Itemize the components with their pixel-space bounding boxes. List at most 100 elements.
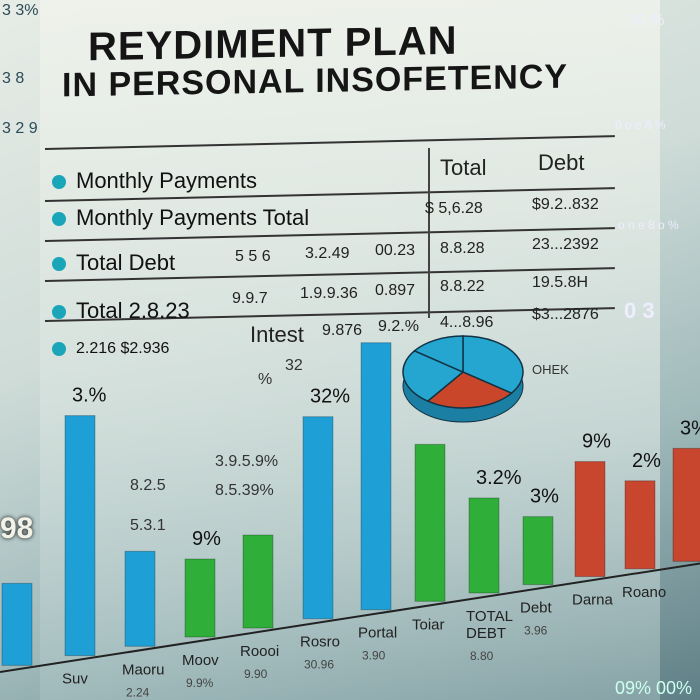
table-row: Monthly Payments Total xyxy=(52,205,309,231)
table-row: 2.216 $2.936 xyxy=(52,340,169,358)
row-label: Monthly Payments xyxy=(76,168,257,193)
row-label: Monthly Payments Total xyxy=(76,205,310,230)
bullet-icon xyxy=(52,305,66,320)
category-label: Toiar xyxy=(412,616,445,633)
bullet-icon xyxy=(52,257,66,272)
bar xyxy=(414,443,446,602)
sub-label: 2.24 xyxy=(126,685,150,699)
table-cell: 5 5 6 xyxy=(235,248,271,265)
category-label-line: Suv xyxy=(62,671,88,688)
table-cell: 3.2.49 xyxy=(305,245,350,262)
bar xyxy=(624,480,656,570)
table-cell: 8.8.28 xyxy=(440,240,485,257)
table-cell: 00.23 xyxy=(375,242,416,259)
side-text: 3 3% xyxy=(2,2,39,19)
bar xyxy=(672,447,700,562)
category-label-line: Darna xyxy=(572,592,614,609)
category-label-line: TOTAL xyxy=(466,608,513,625)
data-label: 2% xyxy=(632,450,661,472)
side-text: o n e 8 o % xyxy=(618,218,679,232)
bar xyxy=(522,516,554,586)
category-label-line: Debt xyxy=(520,600,553,617)
bar xyxy=(468,497,500,594)
side-text: 0 3 xyxy=(624,298,655,323)
table-cell: 9.9.7 xyxy=(232,290,268,307)
bar xyxy=(184,558,216,638)
category-label: Rosro xyxy=(300,634,340,651)
table-row: Monthly Payments xyxy=(52,168,257,194)
category-label: Suv xyxy=(62,671,88,688)
category-label: Portal xyxy=(358,625,397,642)
bar xyxy=(242,534,274,629)
pie-slice xyxy=(462,335,524,395)
pie-slice xyxy=(402,349,465,402)
table-row: Total 2.8.23 xyxy=(52,298,190,324)
category-label-line: Roooi xyxy=(240,643,279,660)
category-label-line: Moov xyxy=(182,652,219,669)
side-text: 0 o e 8 % xyxy=(615,118,666,132)
category-label-line: Maoru xyxy=(122,661,165,678)
bar xyxy=(64,415,96,657)
row-label: 2.216 $2.936 xyxy=(76,340,170,357)
annotation: % xyxy=(258,371,272,388)
table-cell: 19.5.8H xyxy=(532,274,589,291)
category-label: TOTAL DEBT xyxy=(466,608,513,642)
annotation: 8.5.39% xyxy=(215,482,274,499)
side-text: 98 xyxy=(0,512,34,545)
table-cell: 9.2.% xyxy=(378,318,419,335)
sub-label: 3.96 xyxy=(524,624,548,638)
row-label: Total Debt xyxy=(76,250,176,275)
table-cell: 4...8.96 xyxy=(440,314,494,331)
table-cell: $ 5,6.28 xyxy=(425,200,483,217)
data-label: 3% xyxy=(530,486,559,508)
table-cell: $3...2876 xyxy=(532,306,599,323)
annotation: 3.9.5.9% xyxy=(215,453,278,470)
sub-label: 9.90 xyxy=(244,667,268,681)
table-column-divider xyxy=(428,148,430,318)
category-label-line: Rosro xyxy=(300,634,340,651)
sub-label: 30.96 xyxy=(304,658,334,672)
category-label: Roano xyxy=(622,584,666,601)
category-label: Roooi xyxy=(240,643,279,660)
header-debt: Debt xyxy=(538,150,585,175)
side-text: 3 8 xyxy=(2,70,25,87)
sub-label: 3.90 xyxy=(362,649,386,663)
category-label-line: Roano xyxy=(622,584,666,601)
table-cell: 8.8.22 xyxy=(440,278,485,295)
category-label-line: Toiar xyxy=(412,616,445,633)
table-cell: 9.876 xyxy=(322,322,363,339)
sub-label: 9.9% xyxy=(186,676,214,690)
data-label: 3.% xyxy=(72,385,107,407)
data-label: 3% xyxy=(680,417,700,439)
data-label: 9% xyxy=(582,431,611,453)
category-label-line: DEBT xyxy=(466,625,506,642)
bar xyxy=(574,461,606,578)
header-total: Total xyxy=(440,155,487,180)
category-label: Darna xyxy=(572,592,614,609)
table-cell: 23...2392 xyxy=(532,236,599,253)
bar xyxy=(360,342,392,611)
pie-slice xyxy=(426,371,513,409)
bar xyxy=(302,416,334,620)
category-label-line: Portal xyxy=(358,625,397,642)
table-cell: $9.2..832 xyxy=(532,196,599,213)
x-axis-line xyxy=(0,562,700,673)
bullet-icon xyxy=(52,212,66,227)
side-text: 09% 00% xyxy=(615,678,693,698)
table-cell: 0.897 xyxy=(375,282,416,299)
row-label: Total 2.8.23 xyxy=(76,298,190,323)
category-label: Moov xyxy=(182,652,219,669)
side-text: 3 2 9 xyxy=(2,120,38,137)
table-cell: 1.9.9.36 xyxy=(300,285,358,302)
bullet-icon xyxy=(52,341,66,356)
pie-slice xyxy=(413,335,464,374)
sub-label: 8.80 xyxy=(470,649,494,663)
side-text: OHEK xyxy=(532,362,569,377)
side-text: 30 % xyxy=(628,12,665,29)
bullet-icon xyxy=(52,175,66,190)
category-label: Maoru xyxy=(122,661,165,678)
table-row: Total Debt xyxy=(52,250,175,276)
annotation: 8.2.5 xyxy=(130,477,166,494)
annotation: 5.3.1 xyxy=(130,517,166,534)
